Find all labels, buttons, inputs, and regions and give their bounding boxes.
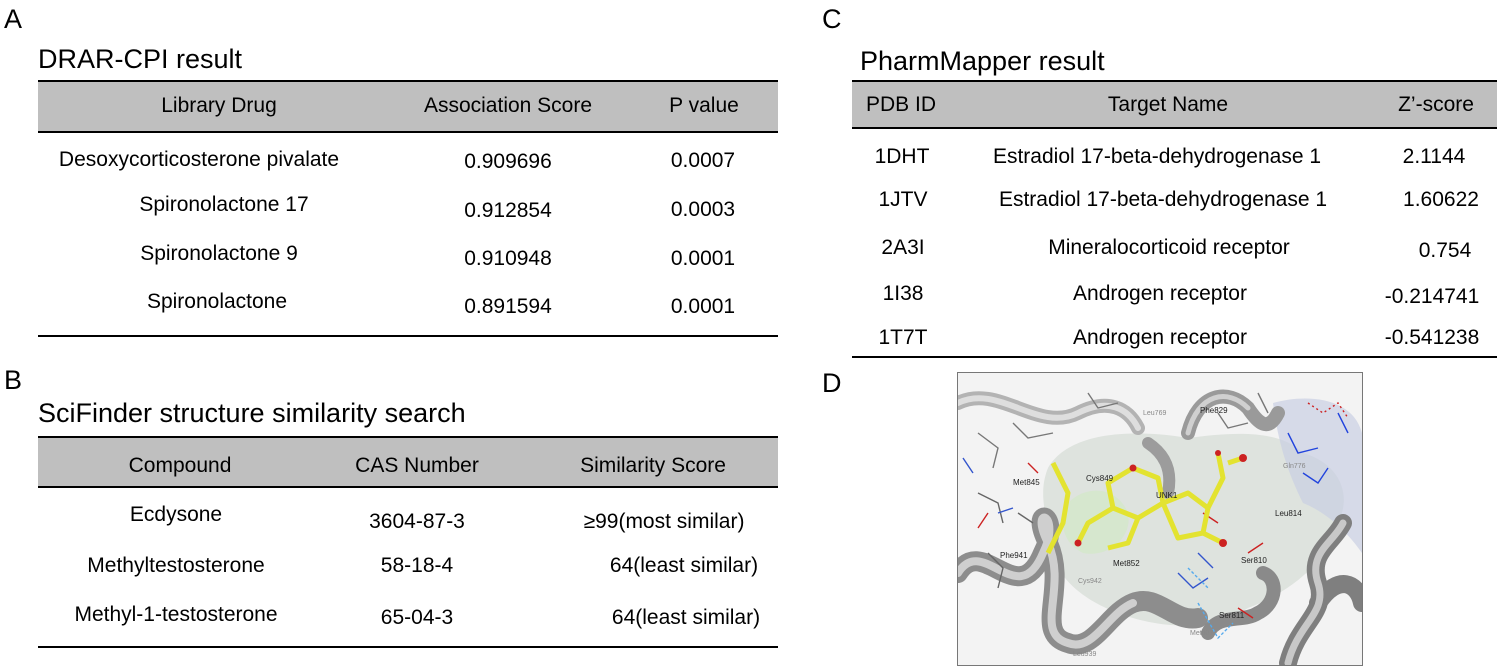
panel-a-cell-score: 0.909696 — [464, 150, 552, 173]
panel-b-cell-compound: Ecdysone — [129, 503, 223, 526]
panel-c-col-pdb-id: PDB ID — [865, 93, 937, 116]
label-phe941: Phe941 — [1000, 551, 1028, 560]
panel-a-top-rule — [38, 80, 778, 82]
panel-a-header-band — [38, 82, 778, 132]
panel-a-bottom-rule — [38, 335, 778, 337]
ligand-atoms — [1074, 450, 1247, 547]
docking-structure-image: Cys849 Met845 UNK1 Phe829 Leu769 Leu814 … — [957, 372, 1363, 666]
panel-c-bottom-rule — [852, 356, 1497, 358]
label-met852: Met852 — [1113, 559, 1140, 568]
panel-a-cell-score: 0.910948 — [464, 247, 552, 270]
label-cys942: Cys942 — [1078, 578, 1102, 585]
panel-c-cell-zscore: -0.541238 — [1384, 326, 1480, 349]
panel-c-cell-zscore: 0.754 — [1418, 239, 1472, 262]
panel-b-title: SciFinder structure similarity search — [38, 398, 466, 428]
panel-c-cell-zscore: 2.1144 — [1402, 145, 1466, 168]
panel-a-cell-pvalue: 0.0001 — [670, 295, 736, 318]
label-leu814: Leu814 — [1275, 509, 1302, 518]
panel-a-col-association-score: Association Score — [423, 94, 593, 117]
panel-b-cell-cas: 65-04-3 — [380, 606, 454, 629]
panel-c-cell-zscore: -0.214741 — [1384, 285, 1480, 308]
panel-b-cell-compound: Methyl-1-testosterone — [74, 603, 278, 626]
panel-b-header-rule — [38, 486, 778, 488]
panel-b-col-similarity-score: Similarity Score — [580, 454, 726, 477]
panel-b-letter: B — [4, 365, 23, 395]
panel-b-cell-cas: 58-18-4 — [380, 554, 454, 577]
panel-a-header-rule — [38, 131, 778, 133]
panel-c-header-band — [852, 82, 1497, 128]
panel-b-cell-compound: Methyltestosterone — [87, 554, 265, 577]
panel-c-cell-target: Estradiol 17-beta-dehydrogenase 1 — [992, 145, 1322, 168]
panel-c-cell-pdb: 2A3I — [881, 236, 925, 259]
label-gln776: Gln776 — [1283, 463, 1306, 470]
panel-b-cell-cas: 3604-87-3 — [369, 510, 465, 533]
panel-a-letter: A — [4, 4, 23, 34]
label-met845: Met845 — [1013, 478, 1040, 487]
panel-b-top-rule — [38, 436, 778, 438]
label-unk1: UNK1 — [1156, 491, 1178, 500]
panel-a-cell-drug: Spironolactone 9 — [140, 242, 298, 265]
panel-c-header-rule — [852, 127, 1497, 129]
panel-c-cell-pdb: 1JTV — [878, 188, 928, 211]
panel-c-cell-pdb: 1I38 — [882, 282, 924, 305]
label-leu939: Leu939 — [1073, 651, 1096, 658]
label-phe829: Phe829 — [1200, 406, 1228, 415]
panel-a-cell-pvalue: 0.0003 — [670, 198, 736, 221]
panel-c-col-z-score: Z’-score — [1398, 93, 1474, 116]
label-leu769: Leu769 — [1143, 410, 1166, 417]
panel-c-cell-pdb: 1DHT — [874, 145, 930, 168]
panel-a-cell-score: 0.891594 — [464, 295, 552, 318]
panel-c-cell-target: Estradiol 17-beta-dehydrogenase 1 — [998, 188, 1328, 211]
panel-c-top-rule — [852, 80, 1497, 82]
panel-d-letter: D — [822, 368, 842, 398]
label-met807: Met807 — [1190, 630, 1213, 637]
label-ser810: Ser810 — [1241, 556, 1267, 565]
panel-c-letter: C — [822, 4, 842, 34]
panel-c-cell-target: Androgen receptor — [1073, 326, 1247, 349]
panel-c-col-target-name: Target Name — [1107, 93, 1229, 116]
panel-b-cell-similarity: 64(least similar) — [609, 554, 759, 577]
residue-sticks — [962, 392, 1349, 640]
panel-a-cell-pvalue: 0.0001 — [670, 247, 736, 270]
label-ser811: Ser811 — [1219, 611, 1245, 620]
panel-a-cell-score: 0.912854 — [464, 199, 552, 222]
panel-c-title: PharmMapper result — [860, 46, 1105, 76]
panel-a-cell-drug: Spironolactone — [146, 290, 288, 313]
panel-c-cell-pdb: 1T7T — [878, 326, 928, 349]
panel-c-cell-zscore: 1.60622 — [1403, 188, 1479, 211]
panel-b-col-cas-number: CAS Number — [355, 454, 479, 477]
panel-b-cell-similarity: ≥99(most similar) — [583, 510, 745, 533]
panel-a-cell-drug: Desoxycorticosterone pivalate — [58, 148, 340, 171]
panel-b-col-compound: Compound — [128, 454, 232, 477]
panel-b-bottom-rule — [38, 646, 778, 648]
panel-a-col-p-value: P value — [669, 94, 739, 117]
panel-a-col-library-drug: Library Drug — [161, 94, 277, 117]
protein-ribbon — [958, 389, 1362, 665]
label-cys849: Cys849 — [1086, 474, 1114, 483]
panel-a-cell-drug: Spironolactone 17 — [139, 193, 309, 216]
panel-a-title: DRAR-CPI result — [38, 44, 243, 74]
panel-c-cell-target: Androgen receptor — [1073, 282, 1247, 305]
panel-b-cell-similarity: 64(least similar) — [611, 606, 761, 629]
panel-b-header-band — [38, 438, 778, 487]
panel-c-cell-target: Mineralocorticoid receptor — [1048, 236, 1290, 259]
panel-a-cell-pvalue: 0.0007 — [670, 149, 736, 172]
